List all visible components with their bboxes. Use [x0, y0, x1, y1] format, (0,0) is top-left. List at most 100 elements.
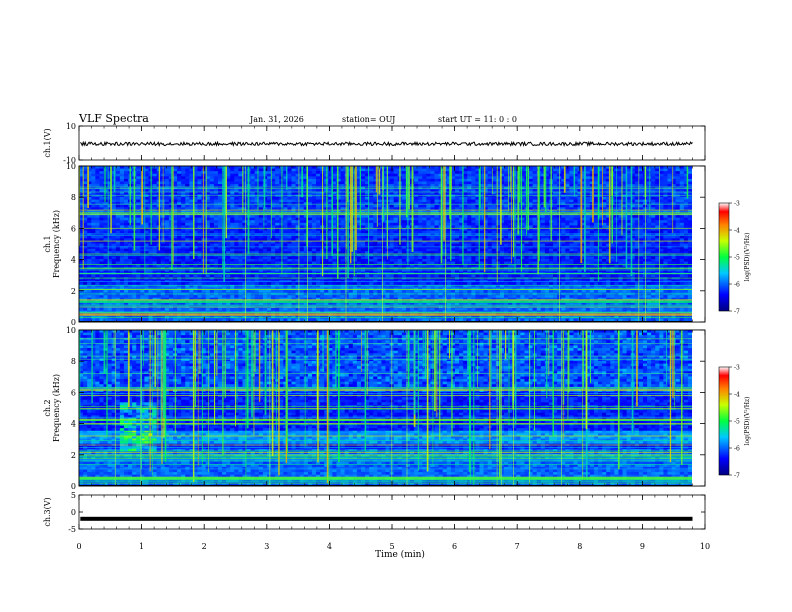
spectrogram-cell	[442, 181, 448, 185]
spectrogram-cell	[508, 217, 513, 221]
spectrogram-cell	[508, 220, 513, 224]
spectrogram-cell	[593, 171, 599, 175]
spectrogram-cell	[589, 189, 595, 193]
spectrogram-cell	[499, 220, 505, 224]
spectrogram-cell	[389, 248, 394, 252]
spectrogram-cell	[107, 178, 112, 182]
spectrogram-cell	[479, 191, 484, 195]
spectrogram-cell	[446, 230, 452, 234]
spectrogram-cell	[123, 238, 129, 242]
spectrogram-cell	[626, 222, 631, 226]
spectrogram-cell	[266, 173, 272, 177]
spectrogram-cell	[250, 202, 256, 206]
spectrogram-cell	[205, 235, 211, 239]
spectrogram-cell	[193, 173, 198, 177]
spectrogram-cell	[651, 168, 656, 172]
spectrogram-cell	[283, 178, 288, 182]
spectrogram-cell	[589, 168, 595, 172]
spectrogram-cell	[107, 173, 112, 177]
spectrogram-cell	[573, 238, 578, 242]
spectrogram-cell	[316, 225, 321, 229]
spectrogram-cell	[589, 246, 595, 249]
spectrogram-cell	[79, 248, 84, 252]
spectrogram-cell	[540, 178, 546, 182]
spectrogram-cell	[177, 197, 182, 200]
spectrogram-cell	[393, 186, 399, 190]
spectrogram-cell	[152, 207, 157, 211]
spectrogram-cell	[532, 217, 538, 221]
spectrogram-cell	[491, 240, 497, 244]
spectrogram-cell	[123, 246, 129, 249]
spectrogram-cell	[532, 233, 538, 237]
spectrogram-cell	[459, 238, 464, 242]
spectrogram-cell	[483, 202, 488, 206]
spectrogram-cell	[659, 207, 664, 211]
spectrogram-cell	[209, 199, 215, 203]
spectrogram-cell	[459, 243, 464, 247]
spectrogram-blank-edge	[692, 330, 705, 486]
spectrogram-cell	[593, 166, 599, 169]
spectrogram-cell	[532, 240, 538, 244]
spectrogram-cell	[528, 235, 533, 239]
spectrogram-cell	[291, 186, 296, 190]
spectrogram-cell	[450, 217, 456, 221]
spectrogram-cell	[454, 204, 460, 208]
spectrogram-cell	[107, 176, 112, 180]
spectrogram-cell	[585, 240, 591, 244]
spectrogram-cell	[381, 243, 386, 247]
spectrogram-cell	[336, 204, 341, 208]
spectrogram-cell	[91, 225, 96, 229]
spectrogram-cell	[651, 176, 656, 180]
spectrogram-cell	[279, 176, 284, 180]
spectrogram-cell	[205, 248, 211, 252]
spectrogram-cell	[634, 173, 640, 177]
spectrogram-cell	[622, 207, 627, 211]
spectrogram-cell	[79, 222, 84, 226]
spectrogram-cell	[144, 246, 149, 249]
spectrogram-cell	[679, 184, 685, 187]
spectrogram-cell	[606, 235, 611, 239]
spectrogram-cell	[193, 220, 198, 224]
spectrogram-cell	[91, 176, 96, 180]
spectrogram-cell	[561, 202, 566, 206]
spectrogram-cell	[316, 173, 321, 177]
spectrogram-cell	[164, 240, 170, 244]
spectrogram-cell	[663, 178, 668, 182]
spectrogram-cell	[454, 238, 460, 242]
spectrogram-cell	[593, 189, 599, 193]
spectrogram-cell	[483, 246, 488, 249]
spectrogram-cell	[205, 215, 211, 218]
spectrogram-cell	[279, 184, 284, 187]
spectrogram-cell	[91, 181, 96, 185]
spectrogram-cell	[258, 197, 264, 200]
spectrogram-cell	[266, 230, 272, 234]
spectrogram-cell	[136, 178, 141, 182]
spectrogram-cell	[279, 225, 284, 229]
spectrogram-cell	[287, 166, 292, 169]
spectrogram-cell	[418, 191, 423, 195]
spectrogram-cell	[495, 204, 501, 208]
spectrogram-cell	[573, 199, 578, 203]
spectrogram-cell	[459, 197, 464, 200]
spectrogram-cell	[618, 233, 623, 237]
spectrogram-cell	[687, 233, 692, 237]
spectrogram-cell	[430, 168, 435, 172]
spectrogram-cell	[79, 243, 84, 247]
spectrogram-cell	[303, 199, 309, 203]
spectrogram-cell	[422, 230, 427, 234]
spectrogram-cell	[544, 207, 550, 211]
spectrogram-cell	[213, 178, 219, 182]
spectrogram-cell	[103, 191, 108, 195]
spectrogram-cell	[679, 191, 685, 195]
spectrogram-cell	[83, 184, 88, 187]
spectrogram-cell	[544, 222, 550, 226]
spectrogram-cell	[528, 246, 533, 249]
spectrogram-cell	[463, 166, 468, 169]
spectrogram-cell	[581, 181, 587, 185]
spectrogram-cell	[83, 207, 88, 211]
spectrogram-cell	[164, 204, 170, 208]
spectrogram-cell	[401, 246, 407, 249]
spectrogram-cell	[185, 173, 190, 177]
spectrogram-cell	[234, 166, 239, 169]
spectrogram-cell	[479, 222, 484, 226]
